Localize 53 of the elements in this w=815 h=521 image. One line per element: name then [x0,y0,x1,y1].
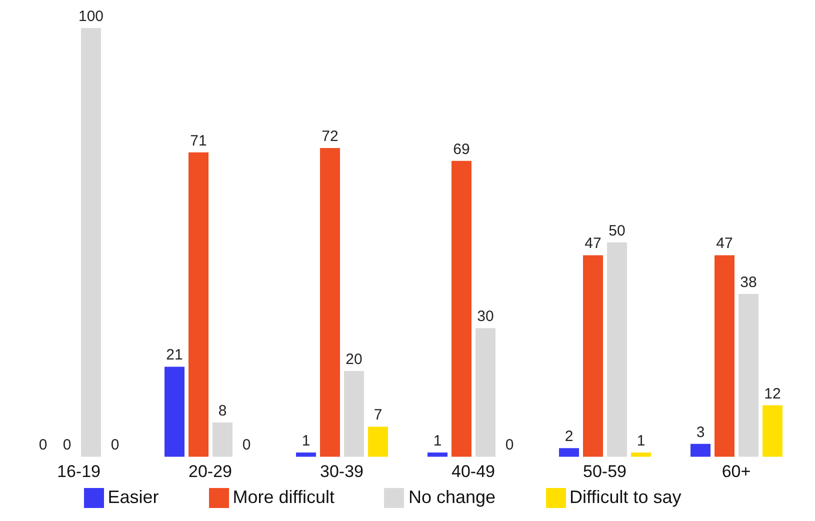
legend-label: Difficult to say [570,486,682,507]
bar [368,426,388,457]
data-label: 8 [218,402,227,420]
data-label: 0 [242,436,251,454]
data-label: 0 [38,436,48,454]
bar [452,160,472,457]
data-label: 50 [608,222,626,240]
data-label: 30 [477,308,494,326]
legend-label: No change [408,486,496,507]
bar [428,452,448,457]
data-label: 0 [62,436,72,454]
data-label: 7 [374,406,382,424]
data-label: 2 [564,428,574,446]
data-label: 38 [740,274,757,291]
bar [690,444,710,457]
x-tick-label: 60+ [722,462,751,481]
data-label: 72 [322,128,338,146]
data-label: 69 [453,140,470,158]
x-tick-label: 20-29 [188,462,232,481]
data-label: 0 [110,436,120,454]
bar [296,452,316,457]
legend-label: Easier [108,486,159,507]
bar [344,371,364,457]
x-tick-label: 50-59 [583,462,626,481]
data-label: 71 [190,132,207,150]
bar [476,328,496,457]
bar [559,448,579,457]
legend-label: More difficult [232,486,334,507]
bar [81,28,101,457]
bar [188,152,208,457]
x-tick-label: 16-19 [57,462,100,481]
data-label: 20 [346,351,362,368]
x-tick-label: 30-39 [320,462,364,481]
data-label: 47 [584,235,602,252]
bar [212,422,232,457]
data-label: 12 [764,385,781,402]
bar [607,242,627,457]
x-tick-label: 40-49 [452,462,495,481]
bar [631,452,651,457]
data-label: 47 [716,235,733,252]
bar [583,255,603,457]
bar [320,148,340,457]
bar [762,405,782,457]
data-label: 1 [636,432,646,450]
bar [164,366,184,457]
data-label: 1 [433,432,442,450]
data-label: 0 [505,436,514,454]
data-label: 100 [78,8,104,25]
data-label: 3 [696,424,705,441]
bar [714,255,734,457]
data-label: 1 [302,432,310,450]
data-label: 21 [166,346,183,364]
bar [738,294,758,457]
